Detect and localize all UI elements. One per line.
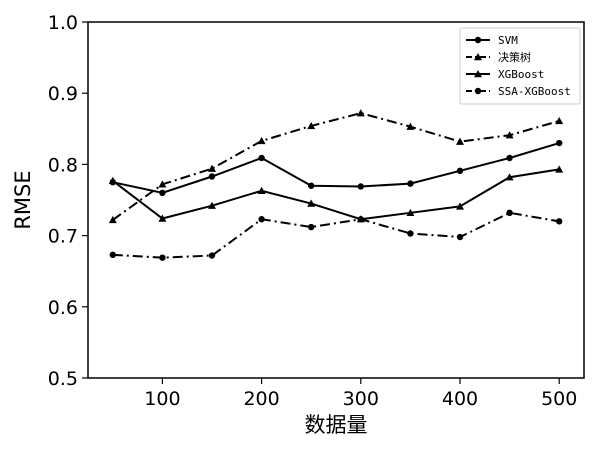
data-point-xgboost [208,201,216,209]
data-point-series-1 [505,131,514,139]
data-point-xgboost [505,173,514,181]
data-point-svm [159,189,166,197]
y-tick-label: 0.8 [48,154,78,176]
data-point-legend-xgboost [474,70,482,78]
data-point-svm [556,139,563,147]
x-tick-label: 300 [343,388,379,410]
legend-label: 决策树 [498,50,531,64]
series-series-1 [108,109,564,224]
data-point-svm [308,182,315,189]
data-point-ssa-xgboost [258,216,265,223]
data-point-series-1 [356,109,365,117]
data-point-xgboost [108,176,117,184]
data-point-series-1 [257,136,266,145]
y-tick-label: 0.6 [48,297,78,319]
y-axis-title: RMSE [11,170,35,229]
data-point-svm [506,154,513,162]
data-point-xgboost [555,165,564,173]
x-tick-label: 200 [243,388,279,410]
data-point-series-1 [158,180,167,188]
series-line-xgboost [112,168,560,221]
data-point-svm [407,180,414,187]
data-point-ssa-xgboost [159,254,166,261]
data-point-ssa-xgboost [456,233,464,241]
legend-label: SSA-XGBoost [498,85,571,98]
series-ssa-xgboost [109,209,563,261]
data-point-ssa-xgboost [407,230,414,237]
data-point-svm [208,173,216,180]
legend-label: SVM [498,34,518,47]
y-tick-label: 0.9 [48,83,78,105]
legend: SVM 决策树 XGBoost SSA-XGBoost [459,27,581,105]
data-point-series-1 [555,116,564,125]
data-point-legend-svm [474,36,482,44]
x-tick-label: 400 [442,388,478,410]
y-tick-label: 0.5 [48,368,78,390]
data-point-xgboost [456,202,464,210]
series-line-svm [112,142,560,194]
data-point-series-1 [208,164,216,172]
data-point-ssa-xgboost [109,251,117,259]
data-point-ssa-xgboost [556,218,563,225]
x-tick-label: 100 [144,388,180,410]
data-point-svm [357,183,364,190]
data-point-series-1 [307,121,316,130]
data-point-xgboost [257,186,266,194]
data-point-svm [258,154,265,162]
data-point-ssa-xgboost [506,209,513,217]
x-tick-label: 500 [541,388,577,410]
plot-frame [87,21,585,379]
series-line-ssa-xgboost [112,211,560,259]
y-tick-label: 0.7 [48,226,78,248]
x-axis-title: 数据量 [305,413,368,437]
data-point-svm [456,167,464,175]
axes: 0.5 0.6 0.7 0.8 0.9 1.0 100 200 300 400 500 [48,12,578,410]
data-point-series-1 [108,215,117,224]
series-xgboost [108,165,564,223]
legend-box [459,27,581,105]
data-point-series-1 [456,137,464,145]
data-point-xgboost [158,214,167,222]
data-point-ssa-xgboost [308,223,315,231]
legend-label: XGBoost [498,68,544,81]
y-tick-label: 1.0 [48,12,78,34]
data-point-xgboost [406,208,415,217]
data-point-legend-series-1 [474,53,482,61]
data-point-ssa-xgboost [357,216,364,223]
data-point-series-1 [406,122,415,130]
series-line-series-1 [112,112,560,221]
data-point-ssa-xgboost [208,252,216,259]
data-point-xgboost [307,199,316,207]
series-lines [108,109,564,261]
data-point-legend-ssa-xgboost [474,87,482,95]
